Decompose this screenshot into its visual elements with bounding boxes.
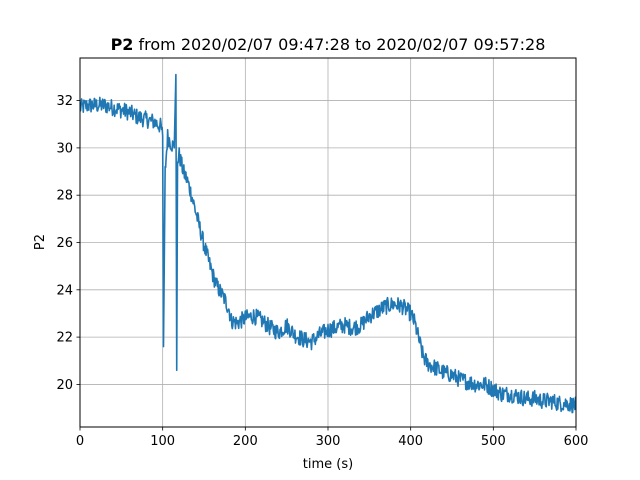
y-axis-label: P2 bbox=[33, 234, 48, 250]
x-tick-label: 200 bbox=[233, 434, 258, 449]
x-axis: 0 100 200 300 400 500 600 bbox=[76, 427, 589, 449]
plot-area bbox=[80, 73, 576, 414]
x-tick-label: 600 bbox=[564, 434, 589, 449]
y-tick-label: 24 bbox=[56, 283, 73, 298]
y-tick-label: 28 bbox=[56, 189, 73, 204]
x-axis-label: time (s) bbox=[303, 457, 353, 472]
x-tick-label: 500 bbox=[481, 434, 506, 449]
y-tick-label: 30 bbox=[56, 141, 73, 156]
y-tick-label: 32 bbox=[56, 94, 73, 109]
y-tick-label: 22 bbox=[56, 331, 73, 346]
y-axis: 20 22 24 26 28 30 32 bbox=[56, 94, 80, 393]
chart-title: P2 from 2020/02/07 09:47:28 to 2020/02/0… bbox=[111, 35, 546, 54]
y-tick-label: 26 bbox=[56, 236, 73, 251]
x-tick-label: 300 bbox=[316, 434, 341, 449]
series-line bbox=[80, 73, 576, 414]
x-tick-label: 100 bbox=[150, 434, 175, 449]
chart-title-rest: from 2020/02/07 09:47:28 to 2020/02/07 0… bbox=[133, 35, 545, 54]
x-tick-label: 0 bbox=[76, 434, 84, 449]
chart-title-bold: P2 bbox=[111, 35, 134, 54]
x-tick-label: 400 bbox=[398, 434, 423, 449]
y-tick-label: 20 bbox=[56, 378, 73, 393]
